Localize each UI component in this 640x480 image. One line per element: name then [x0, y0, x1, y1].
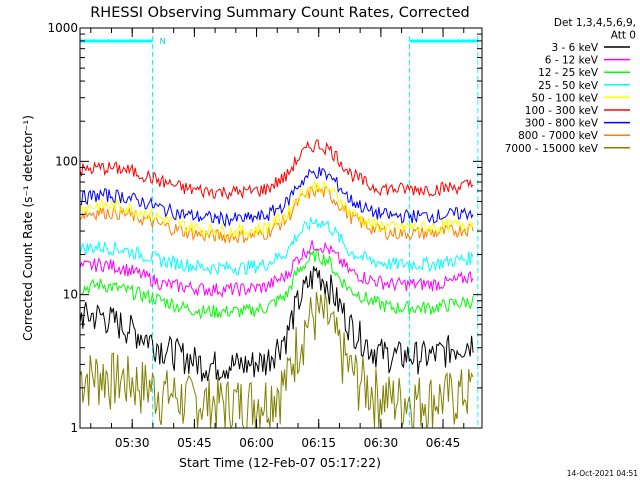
legend-entry-label: 25 - 50 keV — [538, 80, 599, 92]
y-axis-label: Corrected Count Rate (s⁻¹ detector⁻¹) — [21, 115, 35, 341]
y-tick-label: 1 — [70, 421, 78, 435]
legend-entry-label: 7000 - 15000 keV — [505, 143, 599, 155]
series-line-7 — [79, 166, 474, 228]
chart-title: RHESSI Observing Summary Count Rates, Co… — [90, 5, 470, 21]
x-tick-label: 06:45 — [426, 436, 461, 450]
series-line-2 — [79, 240, 474, 299]
x-tick-label: 05:45 — [177, 436, 212, 450]
legend-entry-label: 3 - 6 keV — [551, 42, 598, 54]
series-line-1 — [79, 266, 474, 382]
x-axis: 05:30 05:45 06:00 06:15 06:30 06:45 — [90, 28, 465, 450]
series-lines — [79, 139, 474, 430]
x-tick-label: 06:30 — [364, 436, 399, 450]
plot-frame — [79, 27, 483, 429]
x-axis-label: Start Time (12-Feb-07 05:17:22) — [179, 455, 381, 470]
legend-entry-label: 50 - 100 keV — [531, 92, 598, 104]
footer-timestamp: 14-Oct-2021 04:51 — [567, 469, 638, 478]
series-line-3 — [79, 248, 474, 320]
y-tick-label: 10 — [63, 288, 78, 302]
legend-entry-label: 6 - 12 keV — [545, 55, 599, 67]
legend-header: Att 0 — [611, 30, 636, 42]
legend-entry-label: 300 - 800 keV — [525, 118, 599, 130]
y-tick-label: 1000 — [47, 21, 78, 35]
legend-entry-label: 800 - 7000 keV — [518, 130, 599, 142]
y-axis: 1 10 100 1000 — [47, 21, 482, 435]
legend-entry-label: 100 - 300 keV — [525, 105, 599, 117]
legend-entry-label: 12 - 25 keV — [538, 67, 599, 79]
y-tick-label: 100 — [55, 154, 78, 168]
x-tick-label: 06:00 — [239, 436, 274, 450]
legend-header: Det 1,3,4,5,6,9, — [554, 17, 636, 29]
series-line-9 — [79, 291, 474, 430]
series-line-4 — [79, 217, 474, 276]
series-line-6 — [79, 139, 474, 201]
saa-marker-label: N — [160, 37, 166, 46]
series-line-5 — [79, 179, 474, 240]
x-tick-label: 05:30 — [115, 436, 150, 450]
x-tick-label: 06:15 — [301, 436, 336, 450]
